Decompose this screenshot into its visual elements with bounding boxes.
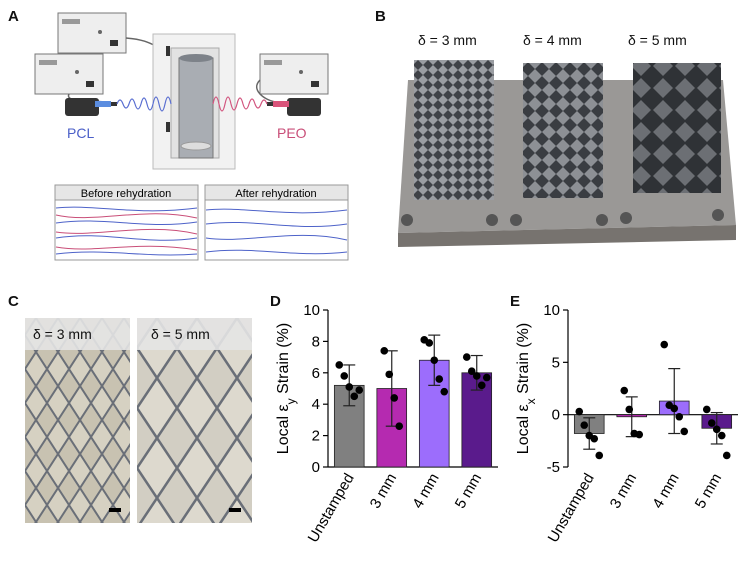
data-point [390,394,399,402]
data-point [675,412,684,421]
before-rehydration-label: Before rehydration [81,188,172,200]
delta-label-4mm-b: δ = 4 mm [523,32,582,48]
delta-label-5mm-c: δ = 5 mm [151,326,210,342]
electrospinning-schematic: PCL PEO Before rehydration After rehydra… [34,12,349,261]
data-point [472,372,481,380]
peo-label: PEO [277,125,307,141]
syringe-pump-pcl [65,98,117,116]
y-tick-label: -5 [547,459,560,476]
panel-b-labels: δ = 3 mm δ = 4 mm δ = 5 mm [388,32,738,54]
x-tick-label: 3 mm [607,471,640,512]
y-tick-label: 10 [543,302,560,319]
x-tick-label: 5 mm [452,471,485,512]
data-point [717,431,726,440]
lattice-3mm [414,60,494,200]
data-point [707,419,716,427]
data-point [722,451,731,460]
y-tick-label: 0 [552,407,560,424]
x-tick-label: Unstamped [545,471,598,546]
x-tick-label: 4 mm [409,471,442,512]
x-tick-label: 5 mm [692,471,725,512]
data-point [477,381,486,390]
delta-label-3mm-c: δ = 3 mm [33,326,92,342]
data-point [435,375,444,383]
micrograph-5mm: δ = 5 mm [137,318,252,523]
data-point [712,425,721,434]
panel-label-b: B [375,8,386,25]
y-tick-label: 8 [312,333,320,350]
data-point [590,434,599,443]
data-point [340,372,349,380]
data-point [425,339,434,347]
scale-bar [229,508,241,512]
data-point [702,405,711,414]
data-point [625,405,634,414]
scale-bar [109,508,121,512]
data-point [482,373,491,382]
y-tick-label: 6 [312,365,320,382]
delta-label-3mm-b: δ = 3 mm [418,32,477,48]
data-point [635,430,644,439]
pcl-label: PCL [67,125,94,141]
lattice-5mm [633,63,721,193]
panel-label-c: C [8,293,19,310]
data-point [595,451,604,460]
power-supply-right [259,53,329,95]
lattice-4mm [523,63,603,198]
data-point [580,421,589,429]
panel-label-e: E [510,293,521,310]
y-tick-label: 4 [312,396,320,413]
after-rehydration-label: After rehydration [235,188,316,200]
data-point [660,340,669,349]
data-point [335,361,344,369]
data-point [680,427,689,436]
strain-x-bar-chart: -5 0 5 10 Local εx Strain (%) Unstamped 3 mm 4 … [515,302,738,546]
after-rehydration-box: After rehydration [204,184,349,261]
data-point [395,422,404,430]
y-tick-label: 0 [312,459,320,476]
x-tick-label: Unstamped [305,471,358,546]
data-point [430,356,439,365]
syringe-pump-peo [267,98,321,116]
power-supply-top [57,12,127,54]
x-tick-label: 4 mm [649,471,682,512]
panel-label-d: D [270,293,281,310]
y-tick-label: 2 [312,428,320,445]
data-point [355,386,364,394]
data-point [620,386,629,395]
data-point [575,407,584,416]
y-axis-label: Local εy Strain (%) [275,323,298,454]
data-point [670,404,679,413]
delta-label-5mm-b: δ = 5 mm [628,32,687,48]
micrograph-3mm: δ = 3 mm [25,318,130,523]
data-point [345,383,354,391]
data-point [350,392,359,401]
data-point [380,347,389,355]
data-point [467,367,476,376]
data-point [462,353,471,361]
y-tick-label: 5 [552,354,560,371]
power-supply-left [34,53,104,95]
strain-y-bar-chart: 0 2 4 6 8 10 Local εy Strain (%) Unstamped 3 mm 4… [275,302,498,546]
data-point [385,370,394,379]
y-tick-label: 10 [303,302,320,319]
before-rehydration-box: Before rehydration [54,184,199,261]
data-point [440,387,449,396]
panel-label-a: A [8,8,19,25]
x-tick-label: 3 mm [367,471,400,512]
y-axis-label: Local εx Strain (%) [515,323,538,454]
lattice-photo [398,60,736,247]
